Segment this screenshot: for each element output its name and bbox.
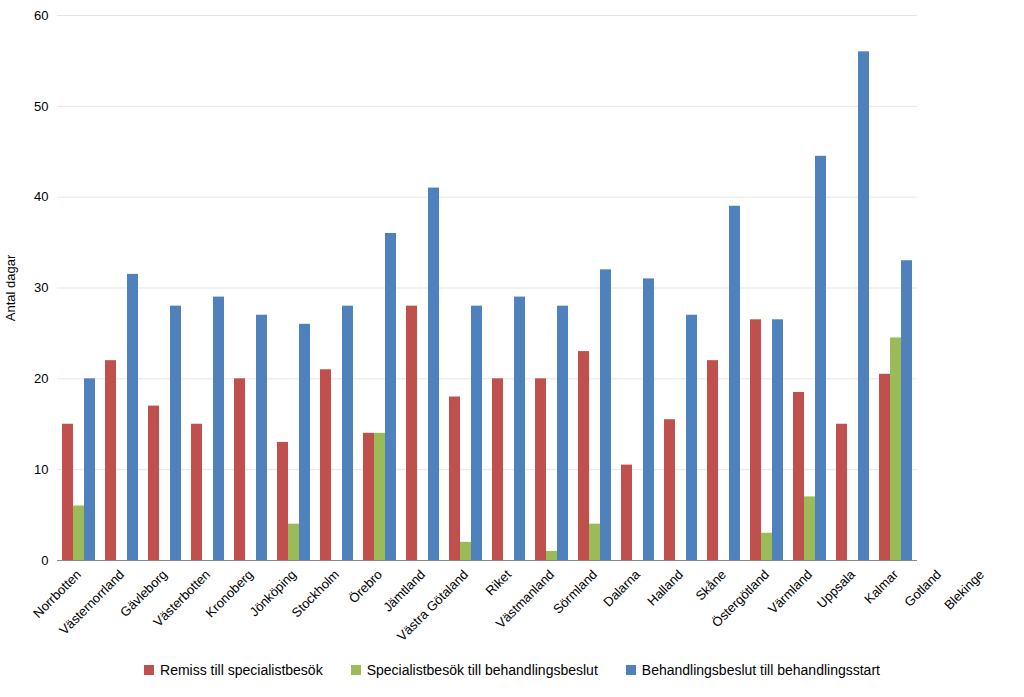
- svg-text:50: 50: [34, 98, 48, 113]
- svg-text:Norrbotten: Norrbotten: [30, 566, 85, 621]
- svg-text:10: 10: [34, 462, 48, 477]
- svg-text:Kalmar: Kalmar: [861, 566, 901, 606]
- svg-text:Skåne: Skåne: [692, 567, 729, 604]
- svg-text:0: 0: [41, 553, 48, 568]
- svg-text:60: 60: [34, 8, 48, 23]
- svg-text:30: 30: [34, 280, 48, 295]
- svg-text:Gotland: Gotland: [901, 567, 944, 610]
- svg-text:Riket: Riket: [483, 567, 515, 599]
- svg-text:Halland: Halland: [644, 567, 686, 609]
- svg-text:Västra Götaland: Västra Götaland: [394, 567, 471, 644]
- svg-text:20: 20: [34, 371, 48, 386]
- svg-text:Västmanland: Västmanland: [493, 567, 557, 631]
- svg-text:Värmland: Värmland: [765, 567, 815, 617]
- svg-text:40: 40: [34, 189, 48, 204]
- html-text:Behandlingsbeslut till behandl: Behandlingsbeslut till behandlingsstart: [641, 662, 880, 678]
- svg-text:Örebro: Örebro: [346, 567, 385, 606]
- svg-text:Dalarna: Dalarna: [600, 566, 643, 609]
- svg-text:Västerbotten: Västerbotten: [150, 567, 213, 630]
- svg-text:Östergötland: Östergötland: [709, 567, 772, 630]
- svg-text:Jönköping: Jönköping: [246, 566, 300, 620]
- svg-text:Uppsala: Uppsala: [814, 566, 859, 611]
- svg-text:Stockholm: Stockholm: [289, 567, 343, 621]
- html-text:Remiss till specialistbesök: Remiss till specialistbesök: [160, 662, 323, 678]
- svg-text:Sörmland: Sörmland: [550, 567, 600, 617]
- svg-text:Västernorrland: Västernorrland: [56, 567, 127, 638]
- svg-text:Antal dagar: Antal dagar: [3, 254, 18, 321]
- svg-text:Jämtland: Jämtland: [380, 566, 429, 615]
- html-text:Specialistbesök till behandlin: Specialistbesök till behandlingsbeslut: [366, 662, 598, 678]
- svg-text:Blekinge: Blekinge: [941, 567, 987, 613]
- svg-text:Kronoberg: Kronoberg: [203, 567, 257, 621]
- svg-text:Gävleborg: Gävleborg: [117, 566, 171, 620]
